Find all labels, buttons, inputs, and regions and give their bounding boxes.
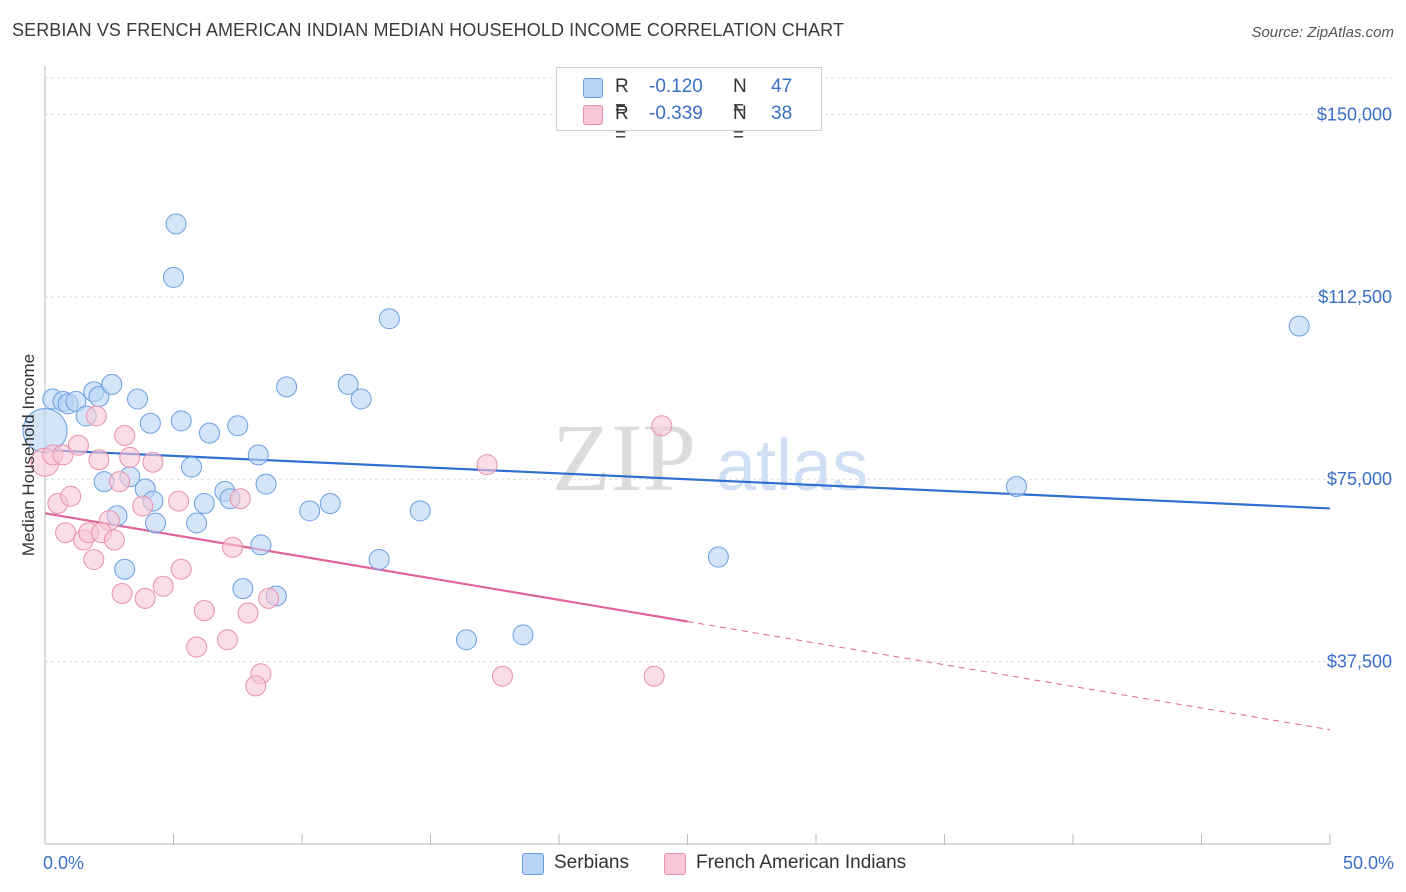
series-legend: Serbians French American Indians bbox=[0, 852, 1406, 878]
point-serbians bbox=[101, 373, 123, 395]
point-serbians bbox=[139, 412, 161, 434]
point-serbians bbox=[163, 266, 184, 288]
watermark-atlas: atlas bbox=[716, 426, 868, 506]
legend-swatch-serbians bbox=[522, 853, 544, 875]
watermark: ZIP atlas bbox=[552, 404, 868, 511]
point-french-american-indians bbox=[229, 488, 251, 510]
point-serbians bbox=[299, 500, 321, 522]
point-french-american-indians bbox=[476, 454, 498, 476]
point-french-american-indians bbox=[132, 495, 154, 517]
point-french-american-indians bbox=[237, 602, 259, 624]
point-french-american-indians bbox=[186, 636, 208, 658]
point-serbians bbox=[455, 629, 477, 651]
point-serbians bbox=[65, 390, 87, 412]
point-french-american-indians bbox=[152, 575, 174, 597]
correlation-legend: R = -0.120 N = 47 R = -0.339 N = 38 bbox=[556, 67, 822, 146]
y-tick-label: $150,000 bbox=[1317, 104, 1392, 124]
chart-source: Source: ZipAtlas.com bbox=[1251, 24, 1394, 41]
x-tick-label: 50.0% bbox=[1343, 853, 1394, 873]
point-french-american-indians bbox=[216, 629, 238, 651]
point-french-american-indians bbox=[55, 522, 77, 544]
point-serbians bbox=[193, 493, 215, 515]
y-tick-label: $112,500 bbox=[1318, 287, 1392, 307]
legend-label-french-american-indians: French American Indians bbox=[696, 852, 907, 873]
point-serbians bbox=[114, 558, 136, 580]
point-french-american-indians bbox=[651, 415, 673, 437]
point-french-american-indians bbox=[222, 536, 244, 558]
point-serbians bbox=[1288, 315, 1310, 337]
point-french-american-indians bbox=[170, 558, 192, 580]
data-points bbox=[22, 213, 1310, 697]
point-french-american-indians bbox=[85, 405, 107, 427]
point-serbians bbox=[165, 213, 187, 235]
legend-n-value: 47 bbox=[771, 76, 793, 97]
point-french-american-indians bbox=[114, 424, 136, 446]
axis-labels: $37,500 $75,000 $112,500 $150,000 0.0% 50.0% M… bbox=[19, 104, 1394, 873]
point-serbians bbox=[276, 376, 298, 398]
legend-r-value: -0.120 bbox=[649, 76, 703, 97]
point-french-american-indians bbox=[168, 490, 190, 512]
point-serbians bbox=[368, 548, 390, 570]
point-french-american-indians bbox=[119, 446, 141, 468]
point-french-american-indians bbox=[83, 548, 105, 570]
point-french-american-indians bbox=[245, 675, 267, 697]
y-tick-label: $75,000 bbox=[1327, 469, 1392, 489]
point-serbians bbox=[180, 456, 202, 478]
legend-swatch-french-american-indians bbox=[583, 105, 603, 125]
point-serbians bbox=[247, 444, 269, 466]
point-serbians bbox=[409, 500, 431, 522]
legend-n-value: 38 bbox=[771, 103, 793, 124]
point-french-american-indians bbox=[109, 471, 131, 493]
point-french-american-indians bbox=[142, 451, 164, 473]
point-french-american-indians bbox=[60, 485, 82, 507]
legend-n-label: N = bbox=[733, 103, 747, 146]
legend-swatch-serbians bbox=[583, 78, 603, 98]
point-french-american-indians bbox=[193, 600, 215, 622]
point-serbians bbox=[227, 415, 249, 437]
legend-label-serbians: Serbians bbox=[554, 852, 629, 873]
point-french-american-indians bbox=[67, 434, 89, 456]
y-tick-label: $37,500 bbox=[1327, 652, 1392, 672]
point-serbians bbox=[337, 373, 359, 395]
point-serbians bbox=[250, 534, 272, 556]
legend-r-label: R = bbox=[615, 103, 629, 146]
watermark-zip: ZIP bbox=[552, 404, 696, 511]
point-serbians bbox=[512, 624, 534, 646]
gridlines bbox=[45, 77, 1394, 663]
legend-r-value: -0.339 bbox=[649, 103, 703, 124]
point-serbians bbox=[255, 473, 277, 495]
point-serbians bbox=[170, 410, 192, 432]
legend-r-label: R = bbox=[615, 76, 629, 119]
legend-swatch-french-american-indians bbox=[664, 853, 686, 875]
point-french-american-indians bbox=[88, 449, 110, 471]
y-axis-title: Median Household Income bbox=[19, 354, 38, 556]
point-serbians bbox=[186, 512, 208, 534]
point-serbians bbox=[319, 493, 341, 515]
point-serbians bbox=[350, 388, 372, 410]
point-french-american-indians bbox=[52, 444, 74, 466]
point-serbians bbox=[198, 422, 220, 444]
chart-title: SERBIAN VS FRENCH AMERICAN INDIAN MEDIAN… bbox=[12, 20, 844, 40]
point-serbians bbox=[1005, 476, 1027, 498]
point-serbians bbox=[127, 388, 149, 410]
x-tick-label: 0.0% bbox=[43, 853, 84, 873]
point-serbians bbox=[145, 512, 167, 534]
point-serbians bbox=[707, 546, 729, 568]
point-french-american-indians bbox=[134, 587, 156, 609]
point-french-american-indians bbox=[111, 583, 133, 605]
legend-n-label: N = bbox=[733, 76, 747, 119]
point-french-american-indians bbox=[491, 665, 513, 687]
point-french-american-indians bbox=[258, 587, 280, 609]
point-french-american-indians bbox=[643, 665, 665, 687]
point-french-american-indians bbox=[103, 529, 125, 551]
trend-line-french-american-indians-dashed bbox=[687, 621, 1331, 731]
point-serbians bbox=[232, 578, 254, 600]
point-serbians bbox=[378, 308, 400, 330]
